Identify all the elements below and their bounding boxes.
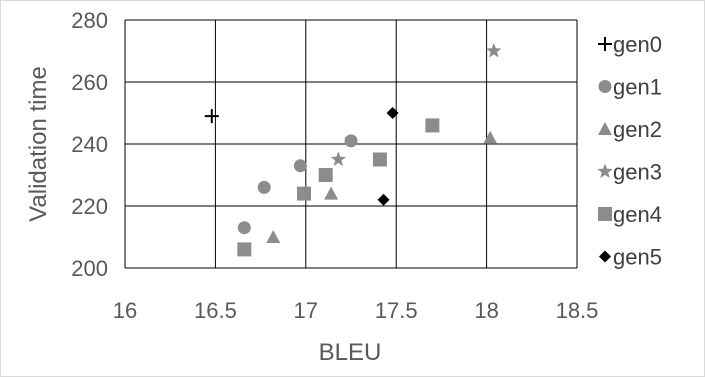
gen2-point <box>324 186 339 200</box>
legend-label-gen3: gen3 <box>613 160 662 185</box>
legend-label-gen5: gen5 <box>613 245 662 270</box>
y-axis-title: Validation time <box>25 66 52 222</box>
gen0-point <box>204 109 219 124</box>
legend-marker-gen4 <box>598 207 612 221</box>
gen2-point <box>483 130 498 144</box>
legend-label-gen1: gen1 <box>613 75 662 100</box>
x-axis-title: BLEU <box>319 339 382 366</box>
gen5-point <box>377 193 390 206</box>
legend-marker-gen1 <box>598 80 612 93</box>
x-tick-label: 18.5 <box>556 298 599 323</box>
legend-label-gen0: gen0 <box>613 32 662 57</box>
gen3-point <box>330 151 346 166</box>
gen1-point <box>257 180 271 194</box>
gen2-point <box>266 230 281 243</box>
gen1-point <box>293 159 307 173</box>
y-tick-label: 280 <box>71 8 108 33</box>
legend-label-gen4: gen4 <box>613 202 662 227</box>
gen4-point <box>425 118 440 133</box>
gen4-point <box>318 168 333 182</box>
legend-marker-gen5 <box>599 250 611 263</box>
legend-marker-gen2 <box>598 122 612 135</box>
y-tick-label: 200 <box>71 256 108 281</box>
legend: gen0 gen1 gen2 gen3 gen4 gen5 <box>597 32 662 270</box>
gen5-point <box>386 107 399 119</box>
x-tick-label: 18 <box>474 298 498 323</box>
x-tick-label: 16.5 <box>194 298 237 323</box>
gen4-point <box>296 186 311 201</box>
legend-marker-gen0 <box>598 37 612 51</box>
legend-marker-gen3 <box>597 163 613 178</box>
data-points <box>204 43 502 257</box>
y-tick-label: 260 <box>71 70 108 95</box>
gen4-point <box>372 152 387 167</box>
y-tick-label: 240 <box>71 132 108 157</box>
gen4-point <box>237 242 252 257</box>
y-tick-label: 220 <box>71 194 108 219</box>
gen3-point <box>486 43 502 58</box>
x-tick-label: 16 <box>113 298 137 323</box>
gen1-point <box>237 221 251 235</box>
gen1-point <box>344 134 358 148</box>
legend-label-gen2: gen2 <box>613 117 662 142</box>
x-tick-label: 17.5 <box>375 298 418 323</box>
x-tick-label: 17 <box>294 298 318 323</box>
tick-labels: 16 16.5 17 17.5 18 18.5 200 220 240 260 280 <box>71 8 598 323</box>
